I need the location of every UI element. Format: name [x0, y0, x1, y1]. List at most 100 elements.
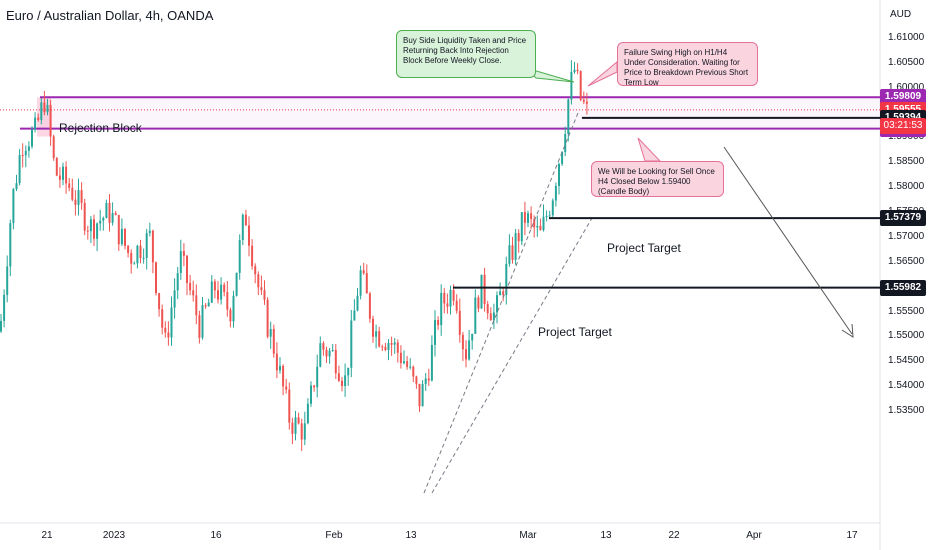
x-tick-label: Feb — [325, 530, 343, 541]
candle-body — [449, 289, 452, 307]
candle-body — [198, 315, 201, 338]
candle-countdown: 03:21:53 — [880, 117, 926, 134]
candle-body — [570, 72, 573, 100]
candle-body — [89, 219, 92, 232]
chart-title: Euro / Australian Dollar, 4h, OANDA — [6, 8, 214, 23]
candle-body — [297, 417, 300, 424]
candle-body — [471, 333, 474, 341]
candle-body — [213, 281, 216, 291]
y-tick-label: 1.56500 — [888, 255, 925, 267]
candle-body — [465, 349, 467, 360]
candle-body — [551, 200, 554, 216]
candle-body — [489, 313, 492, 321]
x-tick-label: Mar — [519, 530, 537, 541]
candle-body — [263, 290, 266, 300]
candle-body — [424, 378, 427, 385]
candle-body — [83, 202, 86, 231]
candle-body — [437, 320, 440, 326]
candle-body — [322, 343, 325, 350]
candle-body — [548, 215, 551, 217]
candle-body — [182, 251, 185, 256]
candle-body — [9, 223, 12, 267]
candle-body — [384, 346, 387, 350]
candle-body — [341, 380, 343, 387]
y-tick-label: 1.54000 — [888, 380, 925, 392]
x-tick-label: 21 — [41, 530, 53, 541]
candle-body — [142, 257, 145, 259]
candle-body — [434, 320, 436, 345]
candle-body — [248, 225, 250, 246]
x-tick-label: Apr — [746, 530, 762, 541]
candle-body — [201, 305, 204, 338]
candle-body — [359, 270, 362, 296]
candle-body — [390, 343, 393, 345]
candle-body — [136, 245, 139, 264]
candle-body — [170, 307, 173, 338]
candle-body — [530, 213, 533, 220]
candle-body — [241, 214, 244, 241]
candle-body — [21, 154, 24, 156]
failure-swing-note: Failure Swing High on H1/H4 Under Consid… — [617, 42, 758, 87]
candle-body — [294, 417, 297, 434]
price-level-label: 1.57379 — [880, 210, 926, 227]
candle-body — [539, 225, 542, 231]
candle-body — [585, 101, 588, 104]
candle-body — [378, 331, 381, 347]
candle-body — [158, 293, 161, 310]
candle-body — [220, 284, 223, 300]
candle-body — [244, 214, 247, 226]
candle-body — [139, 245, 142, 259]
price-level-label: 1.55982 — [880, 279, 926, 296]
candle-body — [319, 343, 322, 367]
candle-body — [582, 99, 585, 102]
candle-body — [93, 219, 95, 239]
candle-body — [520, 212, 523, 242]
candle-body — [12, 189, 15, 224]
candle-body — [446, 303, 449, 307]
candle-body — [468, 340, 471, 360]
candle-body — [217, 290, 219, 300]
candle-body — [195, 295, 198, 316]
candle-body — [443, 292, 446, 304]
candle-body — [235, 272, 238, 296]
candle-body — [554, 185, 557, 201]
candle-body — [285, 386, 288, 390]
candle-body — [558, 163, 560, 186]
candle-body — [365, 273, 368, 294]
rejection-block-zone — [40, 97, 880, 129]
candle-body — [55, 158, 58, 176]
candle-body — [344, 375, 347, 387]
candle-body — [43, 102, 46, 113]
candle-body — [300, 423, 303, 440]
candle-body — [117, 214, 120, 245]
candle-body — [127, 245, 130, 253]
candle-body — [328, 350, 331, 357]
candle-body — [325, 349, 328, 357]
candle-body — [368, 293, 371, 319]
candle-body — [564, 133, 567, 153]
candle-body — [406, 361, 409, 367]
candle-body — [567, 99, 570, 134]
candle-body — [511, 245, 514, 260]
candle-body — [3, 294, 6, 321]
candle-body — [387, 343, 390, 350]
candle-body — [455, 300, 458, 311]
candle-body — [313, 385, 316, 388]
candle-body — [372, 318, 374, 337]
candle-body — [418, 383, 421, 407]
currency-label: AUD — [890, 9, 912, 20]
candle-body — [111, 213, 114, 223]
candle-body — [0, 320, 2, 332]
candle-body — [62, 166, 64, 180]
y-tick-label: 1.59000 — [888, 131, 925, 143]
candle-body — [523, 212, 526, 223]
candle-body — [430, 344, 433, 381]
candle-body — [71, 187, 74, 200]
candle-body — [167, 332, 170, 338]
y-tick-label: 1.58500 — [888, 156, 925, 168]
candle-body — [536, 225, 539, 228]
candle-body — [164, 327, 167, 333]
candle-body — [86, 230, 89, 232]
candle-body — [114, 213, 117, 215]
